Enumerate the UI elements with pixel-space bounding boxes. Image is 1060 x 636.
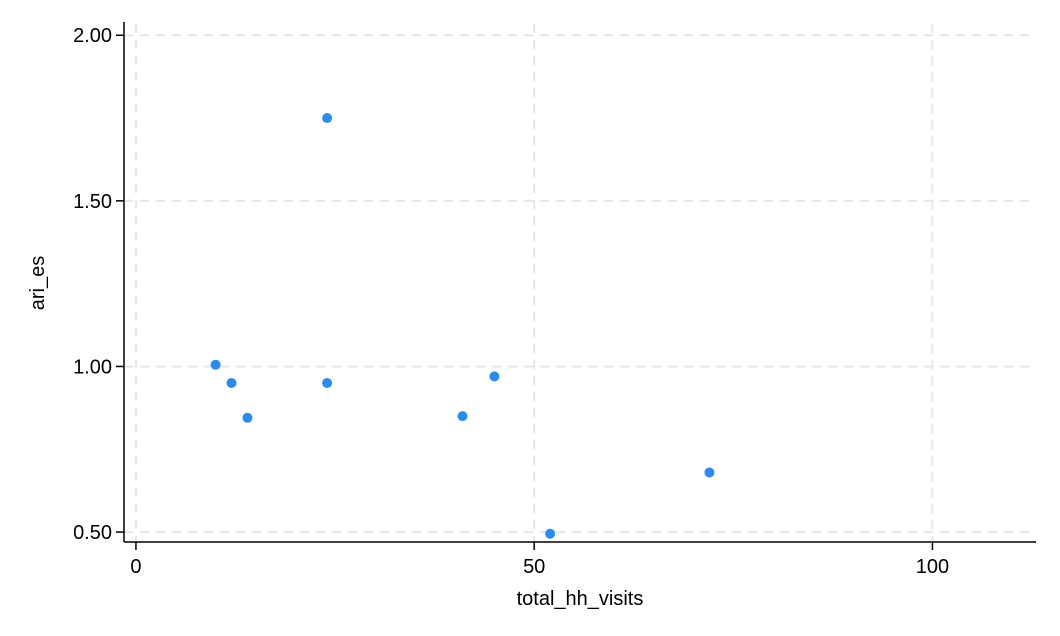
x-tick-label: 100 [916, 556, 949, 578]
scatter-point [704, 467, 715, 478]
grid-lines [124, 24, 1036, 542]
scatter-point [226, 378, 237, 389]
x-tick-label: 0 [130, 556, 141, 578]
scatter-point [322, 113, 333, 124]
scatter-point [457, 411, 468, 422]
scatter-point [489, 371, 500, 382]
data-points [210, 113, 715, 539]
scatter-point [242, 412, 253, 423]
y-tick-label: 0.50 [73, 522, 112, 544]
scatter-point [322, 378, 333, 389]
scatter-point [210, 359, 221, 370]
y-tick-label: 2.00 [73, 25, 112, 47]
y-axis-title: ari_es [27, 256, 49, 310]
x-axis-title: total_hh_visits [517, 588, 644, 610]
y-tick-label: 1.00 [73, 356, 112, 378]
y-tick-label: 1.50 [73, 191, 112, 213]
scatter-point [545, 528, 556, 539]
ticks: 0 50 100 0.50 1.00 1.50 2.00 [73, 25, 949, 578]
axes [123, 22, 1036, 543]
x-tick-label: 50 [523, 556, 545, 578]
